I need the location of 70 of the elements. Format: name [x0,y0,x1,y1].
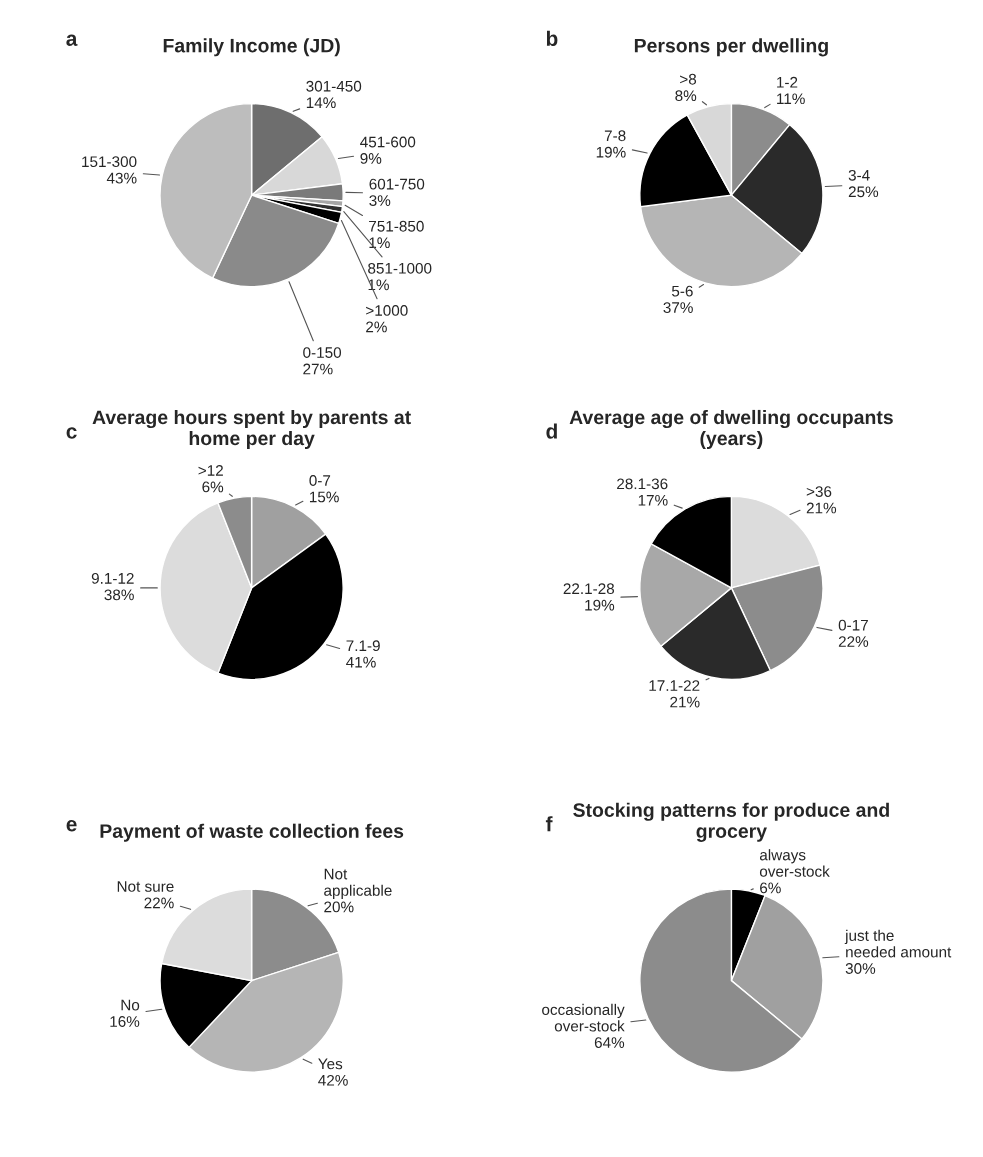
slice-label: >12 [198,465,223,476]
slice-label: 601-750 [369,178,425,190]
chart-title: Payment of waste collection fees [100,823,404,842]
slice-label: 28.1-36 [617,478,668,490]
data-label: 30% [845,963,876,974]
slice-label: 0-150 [303,347,342,358]
data-label: 19% [585,599,615,611]
data-label: 21% [806,502,837,514]
slice-label: >8 [680,73,697,85]
slice-label: Yes [318,1058,343,1070]
data-label: 9% [360,153,382,164]
data-label: 41% [346,656,376,668]
data-label: 21% [670,696,700,708]
chart-title: Average age of dwelling occupants (years) [569,409,893,450]
data-label: 1% [368,279,389,291]
slice-label: 5-6 [671,285,693,297]
slice-label: 301-450 [306,80,362,92]
slice-label: >1000 [366,305,408,316]
data-label: 42% [318,1074,348,1086]
data-label: 38% [104,589,134,601]
data-label: 20% [324,901,354,913]
slice-label: 1-2 [777,76,798,88]
data-label: 8% [675,90,697,102]
chart-title: Persons per dwelling [634,38,828,57]
chart-title: Stocking patterns for produce and grocery [573,802,889,842]
data-label: 2% [366,321,387,333]
slice-label: >36 [806,486,832,497]
data-label: 15% [309,491,339,503]
data-label: 11% [777,93,805,105]
slice-label: 751-850 [369,220,424,232]
data-label: 6% [760,882,781,894]
slice-label: 451-600 [360,136,416,148]
slice-label: No [121,999,140,1011]
slice-label: Not sure [117,881,174,892]
slice-label: just the needed amount [844,929,952,958]
data-label: 1% [369,237,390,249]
slice-label: 0-7 [309,475,331,486]
slice-label: Not applicable [324,868,392,899]
data-label: 64% [594,1037,625,1048]
slice-label: 3-4 [848,169,870,181]
data-label: 37% [663,302,693,313]
chart-title: Family Income (JD) [163,38,340,57]
data-label: 27% [303,363,333,375]
data-label: 19% [596,146,626,158]
slice-label: 7-8 [604,130,626,142]
slice-label: 851-1000 [368,262,432,274]
data-label: 16% [110,1016,140,1027]
data-label: 3% [369,195,391,206]
data-label: 14% [306,97,336,109]
data-label: 6% [202,481,224,493]
text: c [66,427,77,439]
text: a [66,34,78,46]
slice-label: 7.1-9 [346,640,380,652]
chart-title: Average hours spent by parents at home per day [92,409,411,450]
data-label: 17% [638,494,668,506]
data-label: 25% [848,186,879,198]
text: d [546,423,557,439]
slice-label: always over-stock [759,849,830,877]
slice-label: 17.1-22 [649,680,700,691]
slice-label: 0-17 [838,619,868,631]
data-label: 22% [144,897,174,909]
data-label: 43% [106,172,137,184]
text: f [545,816,553,832]
slice-label: 151-300 [82,156,137,168]
data-label: 22% [838,636,869,647]
slice-label: 22.1-28 [563,583,615,595]
text: e [66,820,77,832]
slice-label: 9.1-12 [91,572,134,584]
text: b [546,30,558,46]
slice-label: occasionally over-stock [542,1003,625,1032]
